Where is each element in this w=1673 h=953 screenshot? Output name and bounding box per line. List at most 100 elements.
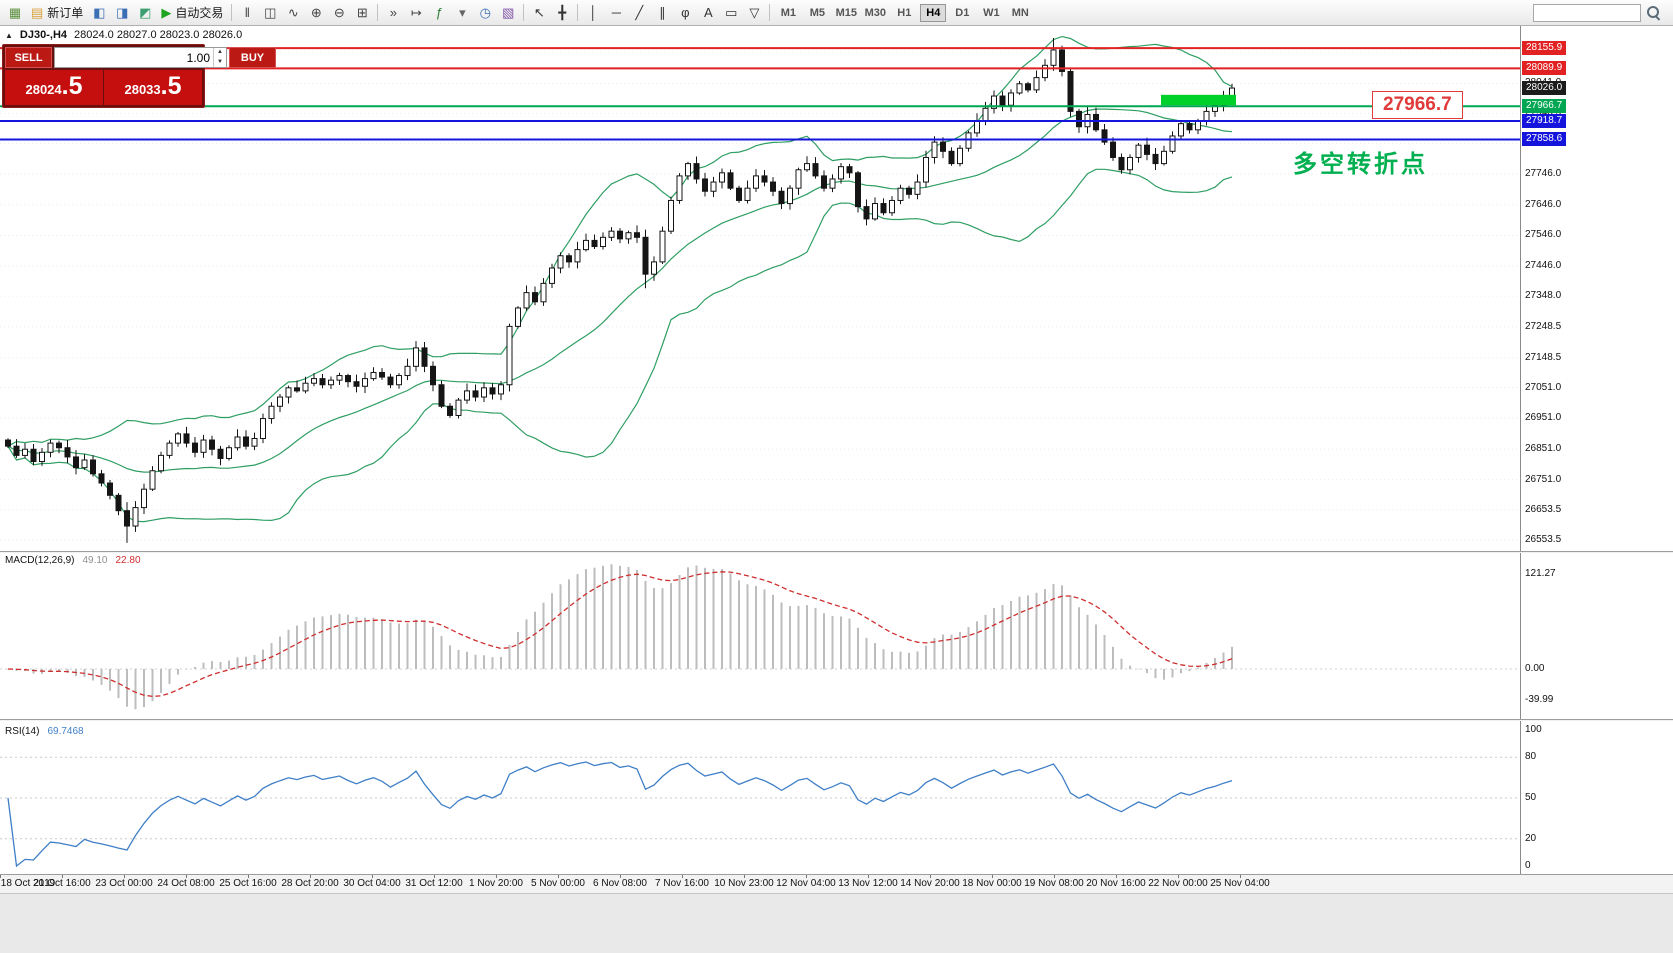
time-label: 30 Oct 04:00 [343, 878, 401, 889]
toolbar-separator [523, 4, 525, 21]
autotrade-button: ▶ [161, 4, 172, 20]
zoom-out-icon[interactable]: ⊖ [328, 2, 350, 23]
timeframe-h4[interactable]: H4 [920, 3, 947, 22]
time-tick [372, 875, 373, 878]
market-watch-icon[interactable]: ◧ [88, 2, 110, 23]
time-label: 21 Oct 16:00 [33, 878, 91, 889]
time-label: 20 Nov 16:00 [1086, 878, 1146, 889]
timeframe-m30[interactable]: M30 [864, 6, 887, 19]
macd-name: MACD(12,26,9) [5, 555, 75, 566]
time-axis[interactable]: 18 Oct 2019 21 Oct 16:00 23 Oct 00:00 24 Oc… [0, 874, 1673, 893]
toolbar-separator [769, 4, 771, 21]
auto-scroll-icon[interactable]: » [382, 2, 404, 23]
rsi-indicator-label: RSI(14) 69.7468 [5, 726, 84, 737]
buy-button[interactable]: BUY [229, 47, 276, 68]
time-tick [186, 875, 187, 878]
period-icon[interactable]: ◷ [474, 2, 496, 23]
time-tick [310, 875, 311, 878]
new-chart-icon[interactable]: ▦ [4, 2, 26, 23]
price-axis[interactable]: 28141.028041.027943.527845.527746.027646… [1520, 26, 1673, 874]
data-window-icon: ◨ [116, 4, 129, 20]
timeframe-m5[interactable]: M5 [809, 6, 825, 19]
search-icon[interactable] [1646, 5, 1661, 20]
time-label: 10 Nov 23:00 [714, 878, 774, 889]
timeframe-h1[interactable]: H1 [897, 6, 912, 19]
volume-down-icon[interactable]: ▼ [217, 58, 223, 65]
tile-windows-icon[interactable]: ⊞ [351, 2, 373, 23]
indicators-dropdown-icon[interactable]: ▾ [451, 2, 473, 23]
new-order-button: ▤ [31, 4, 44, 20]
templates-icon[interactable]: ▧ [497, 2, 519, 23]
one-click-toggle-icon[interactable]: ▲ [5, 30, 13, 40]
text-icon[interactable]: A [697, 2, 719, 23]
horizontal-line-icon: ─ [611, 5, 621, 20]
cursor-icon[interactable]: ↖ [528, 2, 550, 23]
panel-separator-macd[interactable] [0, 551, 1673, 553]
timeframe-w1[interactable]: W1 [983, 6, 1000, 19]
time-label: 18 Oct 2019 [0, 878, 56, 889]
templates-icon: ▧ [502, 4, 515, 20]
label-icon: ▭ [725, 4, 738, 20]
candlestick-chart-icon[interactable]: ◫ [259, 2, 281, 23]
toolbar-separator [577, 4, 579, 21]
panel-separator-rsi[interactable] [0, 719, 1673, 721]
price-line-badge: 28155.9 [1522, 41, 1567, 56]
line-chart-icon: ∿ [287, 4, 299, 20]
price-tick: 26951.0 [1525, 412, 1562, 424]
search-input[interactable] [1533, 3, 1641, 22]
new-order-button-label: 新订单 [47, 6, 84, 20]
line-chart-icon[interactable]: ∿ [282, 2, 304, 23]
sell-price-button[interactable]: 28024.5 [5, 70, 103, 105]
indicators-icon[interactable]: ƒ [428, 2, 450, 23]
symbol-period-label: DJ30-,H4 [19, 29, 67, 41]
trendline-icon[interactable]: ╱ [628, 2, 650, 23]
volume-input[interactable] [55, 48, 213, 67]
time-tick [496, 875, 497, 878]
autotrade-button[interactable]: ▶ 自动交易 [157, 2, 227, 23]
horizontal-line-icon[interactable]: ─ [605, 2, 627, 23]
price-tick: 27546.0 [1525, 229, 1562, 241]
timeframe-m1[interactable]: M1 [780, 6, 796, 19]
volume-stepper: ▲ ▼ [54, 47, 227, 68]
data-window-icon[interactable]: ◨ [111, 2, 133, 23]
bottom-strip [0, 893, 1673, 953]
time-tick [434, 875, 435, 878]
buy-price-base: 28033 [124, 82, 161, 97]
vertical-line-icon[interactable]: │ [582, 2, 604, 23]
bar-chart-icon[interactable]: ‖ [236, 2, 258, 23]
trendline-icon: ╱ [635, 4, 644, 20]
rsi-axis-tick: 80 [1525, 751, 1537, 763]
time-label: 14 Nov 20:00 [900, 878, 960, 889]
chart-ohlc-title: ▲ DJ30-,H4 28024.0 28027.0 28023.0 28026… [5, 29, 242, 41]
label-icon[interactable]: ▭ [720, 2, 742, 23]
fibonacci-icon[interactable]: φ [674, 2, 696, 23]
time-label: 25 Oct 16:00 [219, 878, 277, 889]
rsi-value: 69.7468 [47, 726, 84, 737]
sell-button[interactable]: SELL [5, 47, 52, 68]
time-label: 13 Nov 12:00 [838, 878, 898, 889]
timeframe-d1[interactable]: D1 [955, 6, 970, 19]
navigator-icon[interactable]: ◩ [134, 2, 156, 23]
zoom-in-icon[interactable]: ⊕ [305, 2, 327, 23]
crosshair-icon[interactable]: ╋ [551, 2, 573, 23]
sell-price-base: 28024 [25, 82, 62, 97]
price-tick: 26851.0 [1525, 442, 1562, 454]
volume-up-icon[interactable]: ▲ [217, 49, 223, 56]
price-tick: 26653.5 [1525, 503, 1562, 515]
time-tick [868, 875, 869, 878]
channel-icon[interactable]: ∥ [651, 2, 673, 23]
macd-axis-tick: 0.00 [1525, 662, 1545, 674]
price-callout-label: 27966.7 [1372, 91, 1463, 119]
new-order-button[interactable]: ▤ 新订单 [27, 2, 87, 23]
buy-price-button[interactable]: 28033.5 [104, 70, 202, 105]
timeframe-m15[interactable]: M15 [835, 6, 858, 19]
price-tick: 27148.5 [1525, 351, 1562, 363]
shapes-icon[interactable]: ▽ [743, 2, 765, 23]
timeframe-mn[interactable]: MN [1011, 6, 1029, 19]
time-tick [558, 875, 559, 878]
chart-shift-icon[interactable]: ↦ [405, 2, 427, 23]
time-label: 19 Nov 08:00 [1024, 878, 1084, 889]
period-icon: ◷ [479, 4, 491, 20]
